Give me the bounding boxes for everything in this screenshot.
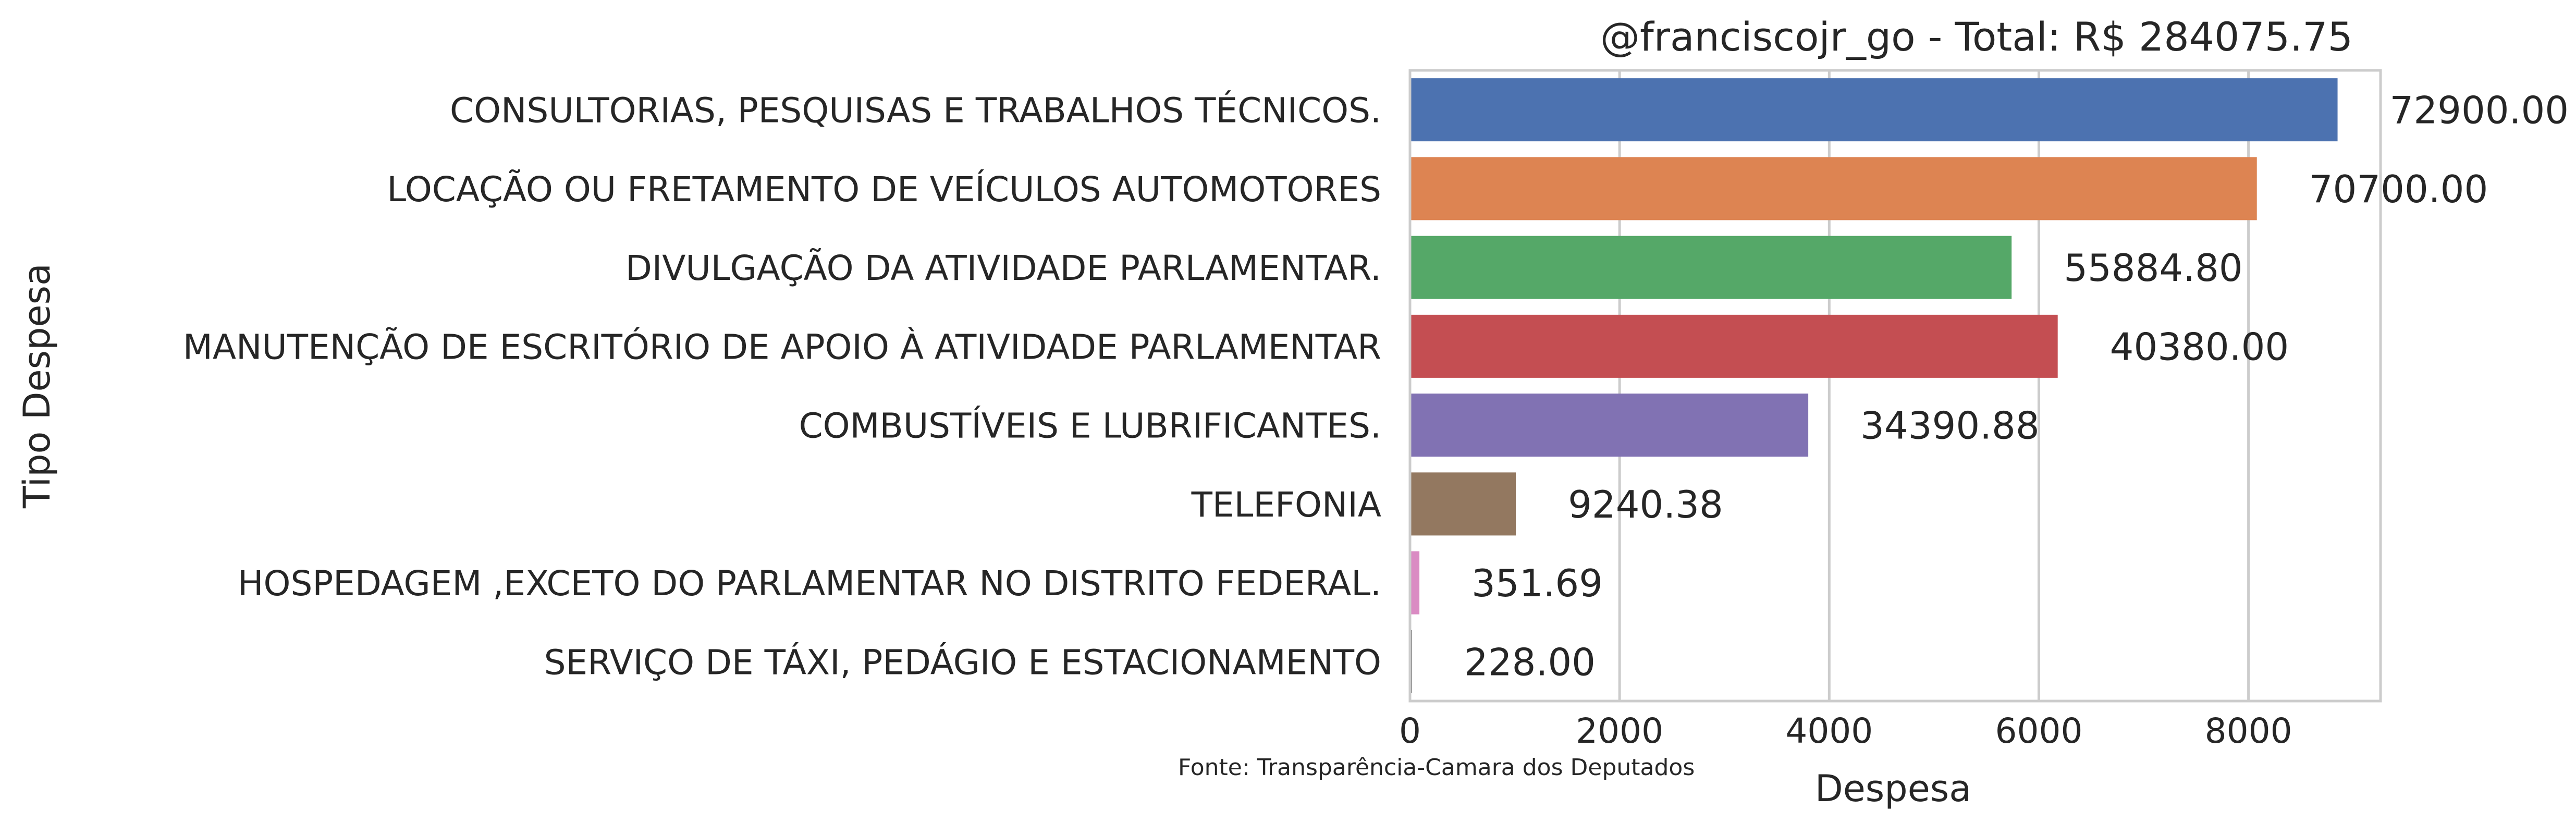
data-label: 351.69: [1471, 561, 1603, 605]
category-label: HOSPEDAGEM ,EXCETO DO PARLAMENTAR NO DIS…: [238, 563, 1381, 604]
source-footnote: Fonte: Transparência-Camara dos Deputado…: [1178, 754, 1695, 781]
data-label: 55884.80: [2064, 246, 2243, 290]
x-axis-label: Despesa: [1815, 767, 1971, 810]
bar: [1410, 394, 1809, 457]
x-tick-label: 2000: [1576, 711, 1663, 751]
bar: [1410, 314, 2058, 378]
category-label: DIVULGAÇÃO DA ATIVIDADE PARLAMENTAR.: [625, 248, 1381, 288]
data-label: 70700.00: [2309, 167, 2488, 211]
plot-frame: [1408, 69, 2382, 703]
data-label: 228.00: [1464, 640, 1596, 684]
bars: [1410, 78, 2338, 693]
category-label: MANUTENÇÃO DE ESCRITÓRIO DE APOIO À ATIV…: [183, 327, 1381, 367]
data-label: 40380.00: [2110, 325, 2289, 369]
data-label: 9240.38: [1568, 483, 1723, 526]
bar: [1410, 472, 1516, 536]
x-tick-labels: 0 2000 4000 6000 8000: [1399, 711, 2292, 751]
bar: [1410, 157, 2257, 220]
x-tick-label: 0: [1399, 711, 1421, 751]
x-tick-label: 6000: [1995, 711, 2082, 751]
bar: [1410, 78, 2338, 142]
data-labels: 72900.00 70700.00 55884.80 40380.00 34390.88…: [1464, 89, 2569, 684]
category-label: SERVIÇO DE TÁXI, PEDÁGIO E ESTACIONAMENT…: [544, 642, 1381, 682]
category-label: COMBUSTÍVEIS E LUBRIFICANTES.: [799, 406, 1381, 446]
bar: [1410, 551, 1420, 615]
bar: [1410, 236, 2012, 299]
x-tick-label: 8000: [2205, 711, 2292, 751]
category-label: TELEFONIA: [1191, 485, 1381, 525]
y-axis-label: Tipo Despesa: [16, 263, 58, 509]
x-tick-label: 4000: [1785, 711, 1873, 751]
category-label: LOCAÇÃO OU FRETAMENTO DE VEÍCULOS AUTOMO…: [387, 169, 1381, 210]
category-label: CONSULTORIAS, PESQUISAS E TRABALHOS TÉCN…: [450, 90, 1381, 131]
chart-title: @franciscojr_go - Total: R$ 284075.75: [1600, 14, 2353, 60]
data-label: 34390.88: [1860, 404, 2040, 448]
data-label: 72900.00: [2390, 89, 2569, 132]
category-labels: CONSULTORIAS, PESQUISAS E TRABALHOS TÉCN…: [183, 90, 1381, 683]
